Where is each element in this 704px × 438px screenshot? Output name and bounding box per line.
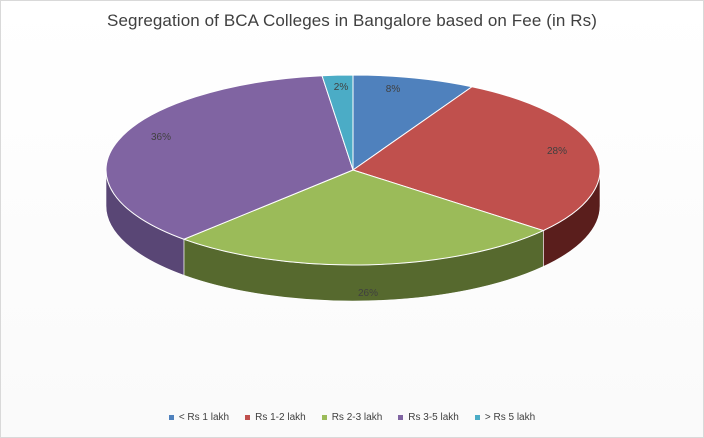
- legend-item-under-1-lakh: < Rs 1 lakh: [168, 412, 230, 423]
- data-label-3-5-lakh: 36%: [151, 132, 171, 143]
- pie-slice-over-5-lakh: [321, 74, 354, 171]
- pie-chart: 8% 28% 26% 36% 2%: [105, 74, 601, 302]
- legend-swatch: [474, 415, 480, 420]
- legend-label: Rs 2-3 lakh: [331, 412, 383, 423]
- legend-item-2-3-lakh: Rs 2-3 lakh: [321, 412, 383, 423]
- legend-label: Rs 1-2 lakh: [255, 412, 306, 423]
- data-label-over-5-lakh: 2%: [334, 82, 349, 93]
- legend-swatch: [245, 415, 251, 420]
- data-label-under-1-lakh: 8%: [386, 84, 401, 95]
- legend-label: > Rs 5 lakh: [484, 412, 536, 423]
- chart-title: Segregation of BCA Colleges in Bangalore…: [107, 11, 597, 30]
- legend-item-over-5-lakh: > Rs 5 lakh: [474, 412, 536, 423]
- pie-slice-1-2-lakh: [351, 86, 601, 232]
- data-label-2-3-lakh: 26%: [358, 288, 378, 299]
- legend-label: < Rs 1 lakh: [178, 412, 230, 423]
- legend-swatch: [321, 415, 327, 420]
- data-label-1-2-lakh: 28%: [547, 146, 567, 157]
- legend-label: Rs 3-5 lakh: [408, 412, 459, 423]
- pie-slice-2-3-lakh: [182, 169, 545, 266]
- legend-item-1-2-lakh: Rs 1-2 lakh: [245, 412, 306, 423]
- legend-swatch: [168, 415, 174, 420]
- legend-swatch: [398, 415, 404, 420]
- pie-slice-under-1-lakh: [352, 74, 474, 171]
- chart-legend: < Rs 1 lakh Rs 1-2 lakh Rs 2-3 lakh Rs 3-5 …: [1, 412, 703, 423]
- pie-slice-3-5-lakh: [105, 75, 354, 240]
- legend-item-3-5-lakh: Rs 3-5 lakh: [398, 412, 459, 423]
